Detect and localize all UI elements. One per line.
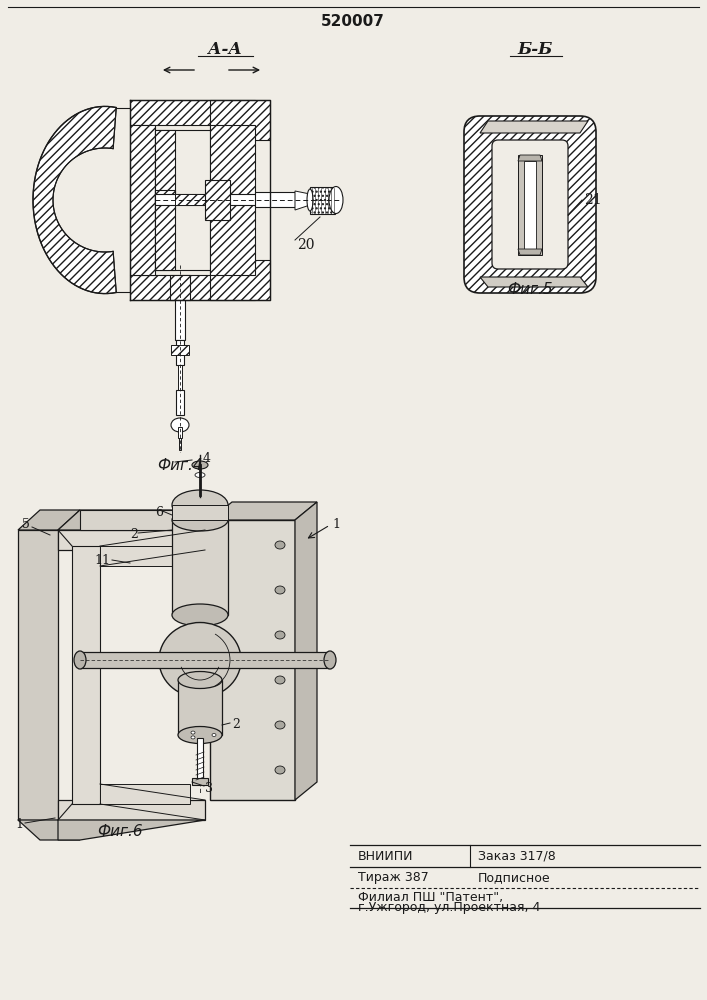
Ellipse shape bbox=[195, 473, 205, 478]
Polygon shape bbox=[172, 505, 228, 520]
Polygon shape bbox=[518, 155, 542, 161]
Polygon shape bbox=[18, 510, 80, 530]
Ellipse shape bbox=[178, 672, 222, 688]
Text: 520007: 520007 bbox=[321, 14, 385, 29]
Polygon shape bbox=[178, 365, 182, 390]
Polygon shape bbox=[172, 520, 228, 615]
Ellipse shape bbox=[193, 654, 207, 666]
Polygon shape bbox=[130, 275, 255, 300]
Polygon shape bbox=[58, 800, 205, 820]
Polygon shape bbox=[171, 345, 189, 355]
Ellipse shape bbox=[275, 541, 285, 549]
Polygon shape bbox=[176, 340, 184, 365]
Text: Фиг.5: Фиг.5 bbox=[507, 282, 553, 298]
Text: Фиг.4: Фиг.4 bbox=[157, 458, 203, 473]
Polygon shape bbox=[210, 520, 295, 800]
Polygon shape bbox=[155, 190, 175, 270]
Text: 21: 21 bbox=[584, 193, 602, 207]
Polygon shape bbox=[480, 121, 588, 133]
Ellipse shape bbox=[191, 736, 195, 739]
Polygon shape bbox=[197, 738, 203, 780]
Ellipse shape bbox=[324, 651, 336, 669]
Text: 5: 5 bbox=[22, 518, 30, 532]
Text: Тираж 387: Тираж 387 bbox=[358, 871, 428, 884]
Polygon shape bbox=[130, 125, 155, 275]
Ellipse shape bbox=[159, 622, 241, 698]
Polygon shape bbox=[130, 100, 255, 125]
Text: 2: 2 bbox=[232, 718, 240, 732]
Polygon shape bbox=[205, 180, 230, 220]
Polygon shape bbox=[80, 510, 225, 530]
Text: 20: 20 bbox=[297, 238, 315, 252]
Polygon shape bbox=[179, 438, 181, 450]
Ellipse shape bbox=[275, 631, 285, 639]
Text: Б-Б: Б-Б bbox=[518, 41, 553, 58]
Polygon shape bbox=[295, 191, 310, 210]
Polygon shape bbox=[58, 820, 205, 840]
Text: Фиг.6: Фиг.6 bbox=[97, 824, 143, 840]
Polygon shape bbox=[155, 194, 270, 205]
Polygon shape bbox=[295, 502, 317, 800]
Text: 6: 6 bbox=[155, 506, 163, 518]
Text: 2: 2 bbox=[130, 528, 138, 542]
Ellipse shape bbox=[192, 461, 208, 469]
Ellipse shape bbox=[212, 734, 216, 736]
Polygon shape bbox=[100, 784, 190, 804]
Text: А-А: А-А bbox=[208, 41, 242, 58]
Polygon shape bbox=[18, 530, 58, 820]
Ellipse shape bbox=[178, 726, 222, 744]
Polygon shape bbox=[210, 200, 255, 275]
Polygon shape bbox=[155, 130, 175, 210]
Ellipse shape bbox=[275, 766, 285, 774]
Polygon shape bbox=[155, 130, 210, 270]
Polygon shape bbox=[255, 192, 295, 207]
Polygon shape bbox=[518, 155, 542, 255]
Text: Филиал ПШ "Патент",: Филиал ПШ "Патент", bbox=[358, 890, 503, 904]
Text: 1: 1 bbox=[15, 818, 23, 832]
Polygon shape bbox=[178, 427, 182, 438]
Ellipse shape bbox=[329, 186, 343, 214]
Polygon shape bbox=[80, 652, 330, 668]
Polygon shape bbox=[72, 546, 100, 804]
Text: 4: 4 bbox=[203, 452, 211, 464]
Polygon shape bbox=[210, 125, 255, 200]
Ellipse shape bbox=[171, 418, 189, 432]
Text: ВНИИПИ: ВНИИПИ bbox=[358, 850, 414, 862]
Ellipse shape bbox=[275, 676, 285, 684]
Polygon shape bbox=[175, 194, 210, 205]
FancyBboxPatch shape bbox=[464, 116, 596, 293]
Polygon shape bbox=[210, 260, 270, 300]
Polygon shape bbox=[58, 530, 205, 550]
Polygon shape bbox=[310, 187, 335, 214]
Polygon shape bbox=[192, 778, 208, 785]
Polygon shape bbox=[170, 275, 190, 300]
Ellipse shape bbox=[172, 509, 228, 531]
Polygon shape bbox=[100, 546, 190, 566]
Text: 1: 1 bbox=[332, 518, 340, 530]
Ellipse shape bbox=[191, 731, 195, 734]
Ellipse shape bbox=[275, 721, 285, 729]
Polygon shape bbox=[210, 502, 317, 520]
Polygon shape bbox=[18, 820, 80, 840]
Polygon shape bbox=[480, 277, 588, 287]
Polygon shape bbox=[518, 249, 542, 255]
FancyBboxPatch shape bbox=[492, 140, 568, 269]
Polygon shape bbox=[175, 300, 185, 340]
Polygon shape bbox=[58, 510, 225, 530]
Polygon shape bbox=[33, 106, 116, 294]
Ellipse shape bbox=[307, 189, 313, 211]
Polygon shape bbox=[178, 680, 222, 735]
Polygon shape bbox=[524, 161, 536, 249]
Ellipse shape bbox=[275, 586, 285, 594]
Polygon shape bbox=[176, 390, 184, 415]
Text: г.Ужгород, ул.Проектная, 4: г.Ужгород, ул.Проектная, 4 bbox=[358, 900, 540, 914]
Text: 11: 11 bbox=[94, 554, 110, 566]
Text: Заказ 317/8: Заказ 317/8 bbox=[478, 850, 556, 862]
Polygon shape bbox=[210, 100, 270, 140]
Ellipse shape bbox=[172, 490, 228, 520]
Ellipse shape bbox=[74, 651, 86, 669]
Text: 3: 3 bbox=[205, 782, 213, 794]
Ellipse shape bbox=[172, 604, 228, 626]
Text: Подписное: Подписное bbox=[478, 871, 551, 884]
